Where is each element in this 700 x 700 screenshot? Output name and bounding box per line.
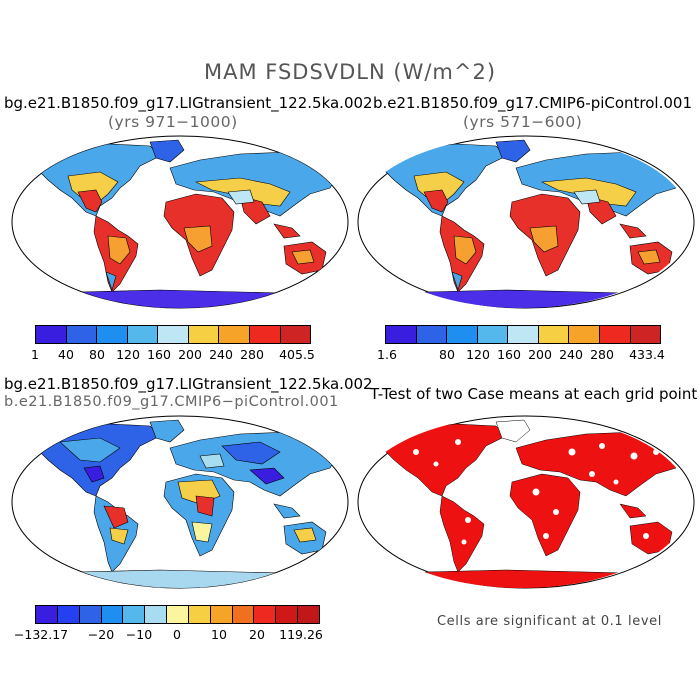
colorbar-tick: 1.6: [377, 347, 397, 362]
significance-note: Cells are significant at 0.1 level: [437, 614, 662, 629]
colorbar-tick: 405.5: [279, 347, 315, 362]
colorbar-tick: 200: [178, 347, 202, 362]
colorbar-swatch: [232, 606, 255, 623]
colorbar-tick: 119.26: [279, 627, 323, 642]
colorbar-labels-top-right: 1.6 80 120 160 200 240 280 433.4: [377, 347, 665, 363]
colorbar-swatch: [630, 326, 661, 343]
colorbar-swatch: [36, 326, 67, 343]
colorbar-tick: 80: [89, 347, 105, 362]
colorbar-swatch: [101, 606, 124, 623]
colorbar-swatch: [508, 326, 539, 343]
colorbar-swatch: [79, 606, 102, 623]
colorbar-tick: 120: [466, 347, 490, 362]
colorbar-tick: 1: [31, 347, 39, 362]
colorbar-swatch: [280, 326, 311, 343]
colorbar-labels-top-left: 1 40 80 120 160 200 240 280 405.5: [31, 347, 315, 363]
colorbar-tick: −10: [125, 627, 153, 642]
colorbar-tick: 200: [528, 347, 552, 362]
colorbar-tick: 80: [439, 347, 455, 362]
colorbar-tick: 280: [240, 347, 264, 362]
colorbar-swatch: [188, 606, 211, 623]
colorbar-swatch: [298, 606, 319, 623]
colorbar-swatch: [57, 606, 80, 623]
panel-subtitle-top-right: (yrs 571−600): [463, 113, 583, 131]
colorbar-swatch: [127, 326, 159, 343]
colorbar-swatch: [210, 606, 233, 623]
colorbar-swatch: [477, 326, 509, 343]
map-bottom-left: [11, 415, 349, 589]
colorbar-swatch: [276, 606, 299, 623]
colorbar-swatch: [188, 326, 220, 343]
colorbar-tick: 433.4: [629, 347, 665, 362]
figure-title: MAM FSDSVDLN (W/m^2): [203, 60, 497, 84]
colorbar-swatch: [386, 326, 417, 343]
colorbar-swatch: [447, 326, 478, 343]
colorbar-swatch: [167, 606, 189, 623]
colorbar-swatch: [123, 606, 146, 623]
panel-subtitle-top-left: (yrs 971−1000): [108, 113, 238, 131]
colorbar-swatch: [254, 606, 277, 623]
colorbar-tick: 240: [209, 347, 233, 362]
colorbar-tick: 40: [58, 347, 74, 362]
panel-title-bottom-right: T-Test of two Case means at each grid po…: [370, 385, 698, 403]
colorbar-top-right: [385, 325, 661, 344]
colorbar-tick: 280: [590, 347, 614, 362]
panel-title-top-left: bg.e21.B1850.f09_g17.LIGtransient_122.5k…: [4, 94, 373, 112]
colorbar-tick: 120: [116, 347, 140, 362]
map-top-right: [354, 135, 695, 309]
map-bottom-right: [354, 415, 695, 589]
colorbar-swatch: [97, 326, 128, 343]
colorbar-swatch: [36, 606, 58, 623]
panel-subtitle-bottom-left: b.e21.B1850.f09_g17.CMIP6−piControl.001: [4, 394, 339, 410]
colorbar-swatch: [66, 326, 98, 343]
colorbar-tick: 20: [249, 627, 265, 642]
colorbar-swatch: [219, 326, 250, 343]
colorbar-tick: 160: [497, 347, 521, 362]
colorbar-tick: −20: [87, 627, 115, 642]
colorbar-labels-bottom-left: −132.17 −20 −10 0 10 20 119.26: [14, 627, 323, 643]
colorbar-swatch: [538, 326, 570, 343]
colorbar-swatch: [569, 326, 600, 343]
colorbar-tick: 10: [211, 627, 227, 642]
colorbar-swatch: [249, 326, 281, 343]
colorbar-top-left: [35, 325, 311, 344]
colorbar-swatch: [158, 326, 189, 343]
colorbar-tick: 240: [559, 347, 583, 362]
panel-title-bottom-left: bg.e21.B1850.f09_g17.LIGtransient_122.5k…: [4, 375, 373, 393]
colorbar-bottom-left: [35, 605, 320, 624]
colorbar-tick: 0: [173, 627, 181, 642]
map-top-left: [11, 135, 349, 309]
colorbar-swatch: [599, 326, 631, 343]
colorbar-swatch: [416, 326, 448, 343]
colorbar-tick: 160: [147, 347, 171, 362]
colorbar-swatch: [145, 606, 168, 623]
colorbar-tick: −132.17: [13, 627, 69, 642]
panel-title-top-right: b.e21.B1850.f09_g17.CMIP6-piControl.001: [373, 94, 692, 112]
